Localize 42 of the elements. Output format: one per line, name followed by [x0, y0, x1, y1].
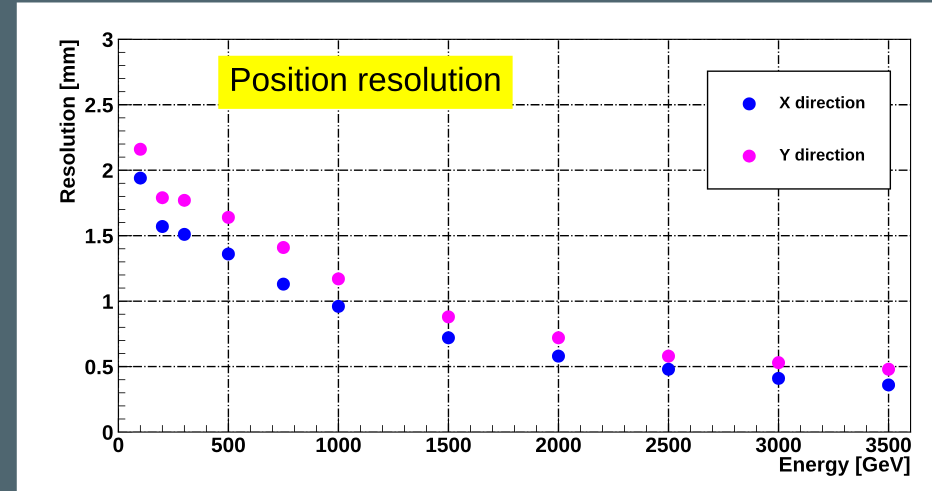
x-tick-label: 3500 [866, 437, 911, 452]
point [772, 372, 786, 385]
y-tick-label: 0.5 [85, 360, 113, 374]
point [662, 362, 676, 376]
point [276, 278, 290, 291]
point [552, 350, 565, 363]
point [552, 331, 565, 344]
point [178, 228, 191, 241]
y-tick-label: 2.5 [85, 98, 113, 112]
x-tick-label: 2500 [646, 437, 691, 452]
text: Position resolution [232, 66, 500, 92]
x-axis-title: Energy [GeV] [780, 456, 910, 476]
point [134, 172, 147, 185]
y-tick-label: 1.5 [86, 228, 113, 244]
y-tick-label: 2 [102, 163, 113, 178]
point [662, 350, 676, 363]
y-tick-label: 3 [102, 32, 113, 48]
legend-label: X direction [779, 96, 864, 108]
point [178, 194, 191, 207]
point [332, 300, 345, 313]
point [882, 362, 896, 376]
point [134, 142, 147, 156]
x-tick-label: 500 [212, 437, 245, 452]
point [882, 378, 896, 392]
x-tick-label: 1000 [316, 437, 361, 452]
point [276, 240, 290, 254]
y-tick-label: 1 [103, 294, 113, 309]
point [442, 310, 455, 324]
point [442, 331, 455, 344]
point [156, 191, 169, 204]
y-tick-label: 0 [102, 425, 113, 440]
point [222, 210, 235, 224]
x-tick-label: 3000 [756, 437, 801, 452]
x-tick-label: 1500 [426, 437, 471, 452]
point [156, 220, 169, 234]
x-tick-label: 2000 [536, 437, 581, 452]
point [222, 248, 235, 261]
x-tick-label: 0 [113, 437, 124, 452]
y-axis-title: Resolution [mm] [60, 40, 79, 202]
legend-label: Y direction [780, 148, 864, 161]
point [332, 272, 345, 286]
point [772, 356, 786, 370]
